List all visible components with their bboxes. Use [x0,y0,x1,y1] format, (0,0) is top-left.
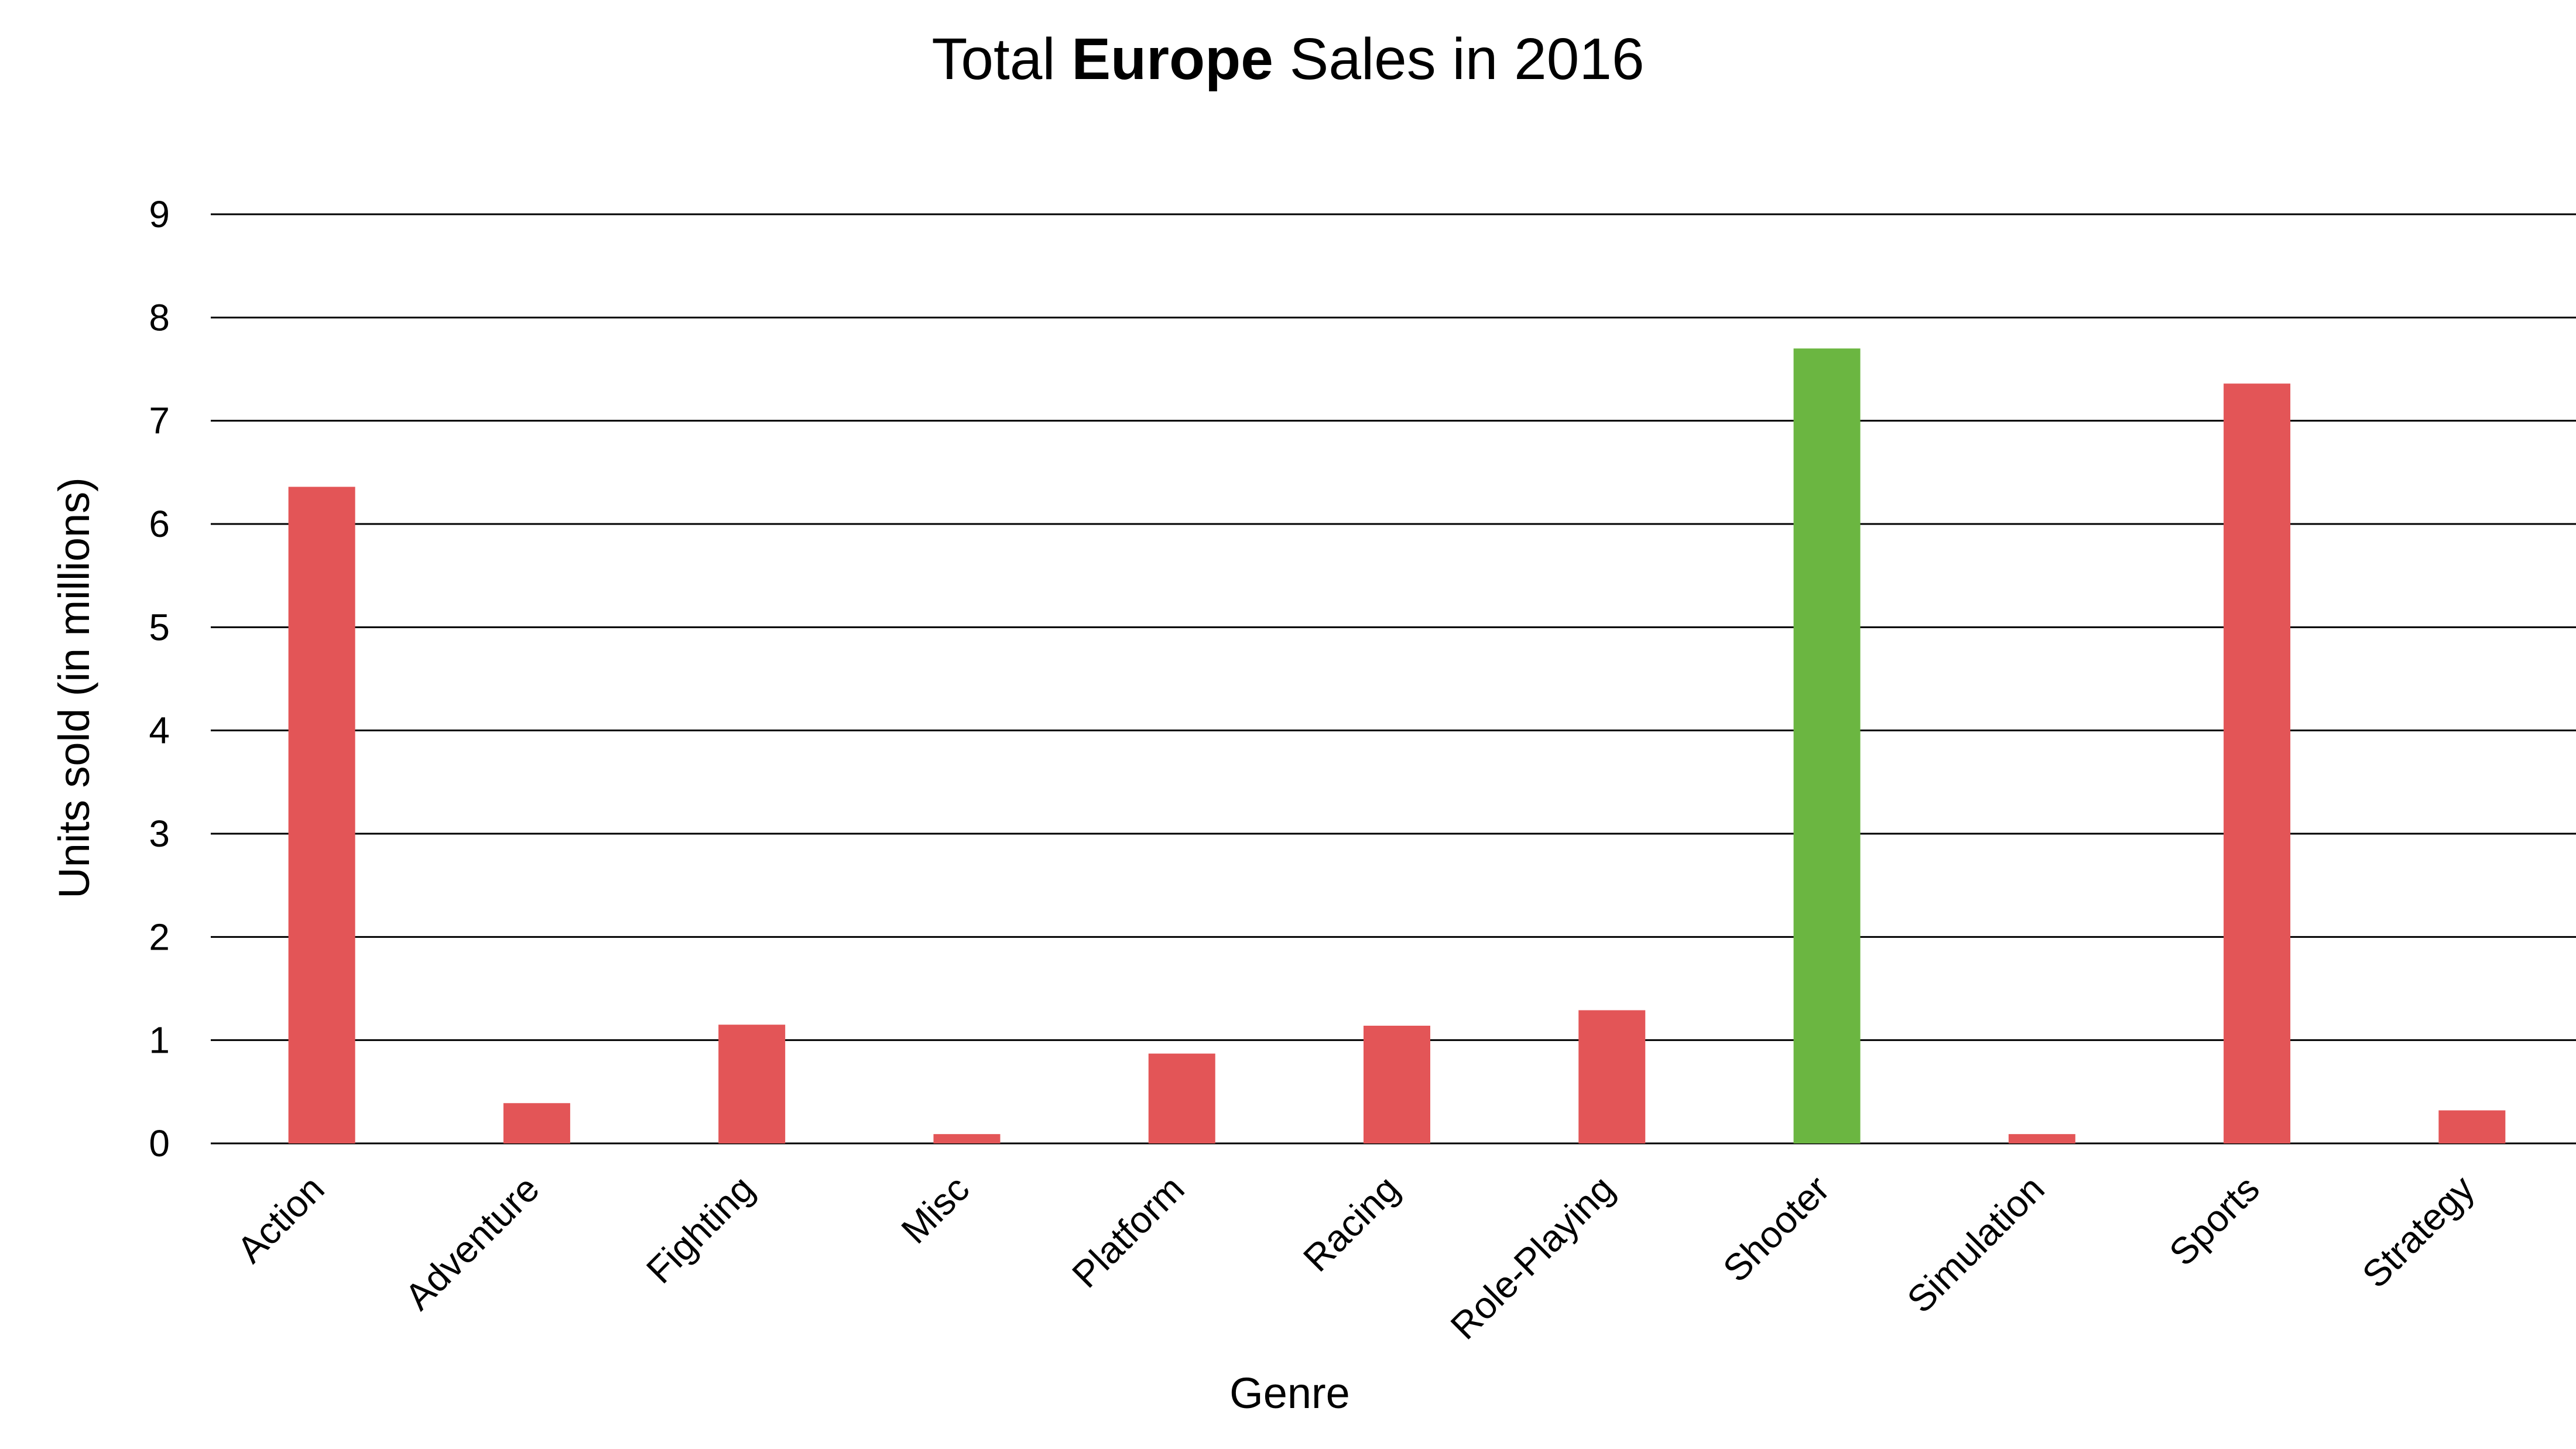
y-tick-label: 7 [149,400,170,442]
x-tick-label: Simulation [1899,1167,2053,1321]
x-axis-ticks: Action Adventure Fighting Misc Platform Racin… [229,1167,2482,1347]
chart-title: Total Europe Sales in 2016 [931,26,1644,92]
bar-shooter [1793,348,1861,1143]
y-tick-label: 0 [149,1122,170,1164]
chart-title-suffix: Sales in 2016 [1273,26,1645,92]
bar-racing [1364,1025,1430,1143]
y-tick-label: 2 [149,916,170,958]
y-axis-ticks: 0 1 2 3 4 5 6 7 8 9 [149,193,170,1164]
x-axis-label: Genre [1229,1369,1350,1417]
y-tick-label: 5 [149,606,170,648]
bar-misc [933,1134,1001,1143]
bars [288,348,2506,1143]
gridlines [211,213,2576,1145]
chart-title-emphasis: Europe [1071,26,1273,92]
bar-fighting [718,1025,786,1143]
x-tick-label: Racing [1295,1167,1407,1280]
x-tick-label: Strategy [2354,1167,2482,1296]
x-tick-label: Role-Playing [1443,1167,1622,1347]
x-tick-label: Action [229,1167,333,1271]
x-tick-label: Shooter [1715,1167,1837,1290]
y-axis-label: Units sold (in millions) [50,477,98,899]
x-tick-label: Fighting [638,1167,762,1292]
bar-strategy [2438,1110,2506,1143]
y-tick-label: 4 [149,710,170,752]
y-tick-label: 6 [149,503,170,545]
x-tick-label: Misc [893,1167,977,1252]
bar-role-playing [1578,1010,1646,1143]
y-tick-label: 3 [149,813,170,855]
bar-adventure [503,1103,570,1143]
bar-platform [1148,1053,1215,1143]
x-tick-label: Sports [2161,1167,2267,1274]
y-tick-label: 8 [149,296,170,338]
chart-title-prefix: Total [931,26,1071,92]
y-tick-label: 9 [149,193,170,235]
bar-action [288,487,355,1143]
bar-simulation [2008,1134,2075,1143]
y-tick-label: 1 [149,1019,170,1061]
bar-sports [2224,383,2291,1143]
x-tick-label: Adventure [397,1167,547,1318]
x-tick-label: Platform [1064,1167,1192,1296]
